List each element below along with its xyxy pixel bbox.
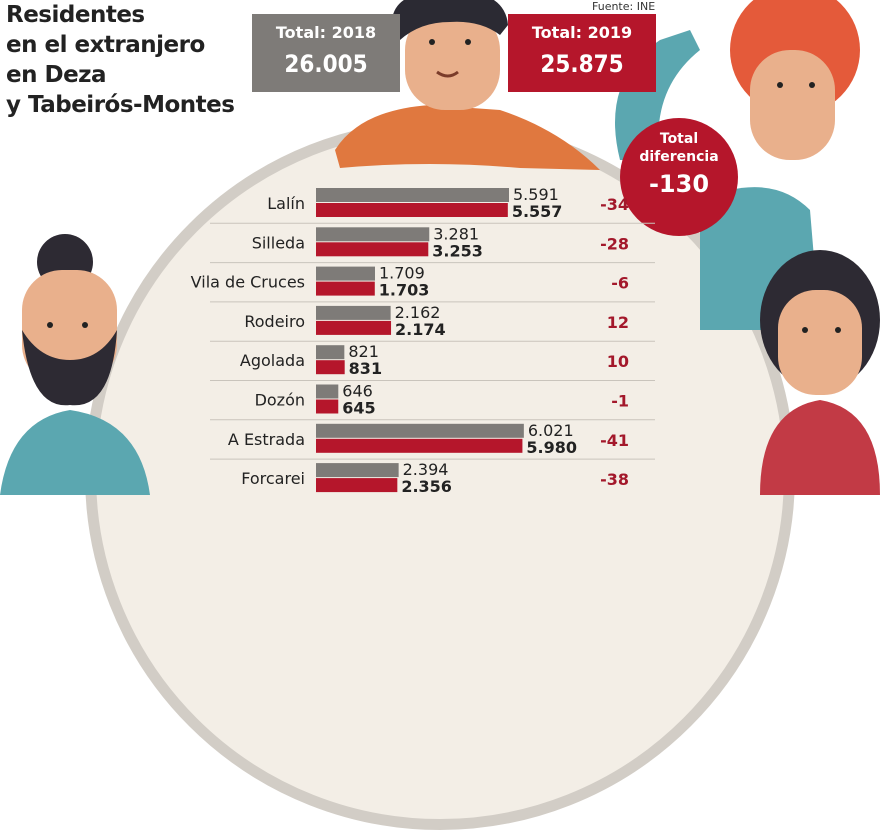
- bar-2019: [316, 399, 339, 414]
- total-2019-value: 25.875: [540, 50, 624, 78]
- category-label: Dozón: [255, 391, 305, 410]
- bar-2018: [316, 463, 399, 478]
- category-label: Rodeiro: [244, 312, 305, 331]
- difference-value: -130: [648, 170, 710, 198]
- difference-label: -41: [600, 431, 629, 450]
- title-line: y Tabeirós-Montes: [6, 92, 235, 118]
- value-label-2018: 646: [342, 382, 373, 401]
- total-difference-badge: Total diferencia -130: [620, 118, 738, 236]
- bar-2018: [316, 384, 339, 399]
- bar-2019: [316, 478, 398, 493]
- category-label: A Estrada: [228, 430, 305, 449]
- total-2018-value: 26.005: [284, 50, 368, 78]
- difference-label: -6: [611, 274, 629, 293]
- category-label: Agolada: [240, 351, 305, 370]
- category-label: Vila de Cruces: [191, 273, 305, 292]
- value-label-2019: 1.703: [379, 281, 430, 300]
- illustration-characters: [0, 0, 880, 495]
- total-2019-box: Total: 2019 25.875: [508, 14, 656, 92]
- value-label-2019: 645: [342, 399, 375, 418]
- bar-2018: [316, 423, 524, 438]
- title-line: Residentes: [6, 2, 145, 28]
- difference-label-line1: Total: [659, 131, 699, 147]
- difference-label: -28: [600, 234, 629, 253]
- difference-label-line2: diferencia: [639, 149, 719, 165]
- difference-label: 10: [607, 352, 629, 371]
- value-label-2019: 3.253: [432, 241, 483, 260]
- bar-2019: [316, 438, 523, 453]
- title-line: en el extranjero: [6, 32, 205, 58]
- value-label-2019: 5.557: [512, 202, 563, 221]
- value-label-2018: 2.394: [403, 460, 449, 479]
- boy-character-illustration: [335, 0, 600, 170]
- total-2018-box: Total: 2018 26.005: [252, 14, 400, 92]
- category-label: Lalín: [267, 194, 305, 213]
- total-2019-label: Total: 2019: [531, 23, 633, 42]
- source-note: Fuente: INE: [590, 0, 658, 13]
- bearded-man-character-illustration: [0, 234, 150, 495]
- category-label: Silleda: [252, 233, 305, 252]
- difference-label: -34: [600, 195, 629, 214]
- value-label-2018: 821: [348, 342, 379, 361]
- chart-title: Residentes en el extranjero en Deza y Ta…: [6, 0, 235, 120]
- difference-label: 12: [607, 313, 629, 332]
- bar-2019: [316, 281, 375, 296]
- bar-2019: [316, 242, 429, 257]
- bar-2019: [316, 203, 508, 217]
- value-label-2019: 2.174: [395, 320, 446, 339]
- bar-2018: [316, 305, 391, 320]
- bar-2019: [316, 360, 345, 375]
- bar-2018: [316, 345, 345, 360]
- difference-label: Total diferencia: [620, 130, 738, 166]
- value-label-2018: 6.021: [528, 421, 574, 440]
- bar-2019: [316, 320, 392, 335]
- value-label-2019: 831: [349, 359, 382, 378]
- bar-2018: [316, 188, 509, 202]
- value-label-2018: 5.591: [513, 185, 559, 204]
- girl-character-illustration: [760, 250, 880, 495]
- value-label-2018: 2.162: [395, 303, 441, 322]
- value-label-2018: 3.281: [433, 224, 479, 243]
- category-label: Forcarei: [241, 469, 305, 488]
- value-label-2019: 2.356: [401, 477, 452, 495]
- difference-label: -1: [611, 392, 629, 411]
- value-label-2019: 5.980: [526, 438, 577, 457]
- difference-label: -38: [600, 470, 629, 489]
- value-label-2018: 1.709: [379, 264, 425, 283]
- total-2018-label: Total: 2018: [275, 23, 377, 42]
- title-line: en Deza: [6, 62, 107, 88]
- bar-2018: [316, 266, 375, 281]
- bar-2018: [316, 227, 430, 242]
